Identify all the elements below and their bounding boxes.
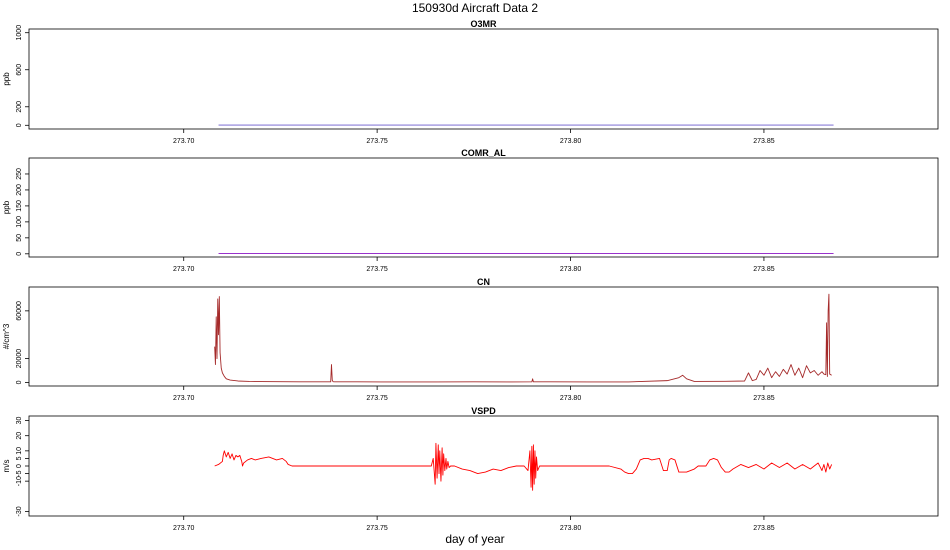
y-axis-label: ppb [2,200,11,214]
y-tick-label: 100 [16,216,23,228]
y-tick-label: 20 [16,432,23,440]
y-tick-label: 200 [16,101,23,113]
y-tick-label: 150 [16,200,23,212]
plot-frame [28,415,939,517]
panel-3: CN #/cm^3 273.70 273.75 273.80 273.85 0 20000 60… [2,277,939,402]
y-tick-label: -5 [16,470,23,476]
y-axis-label: #/cm^3 [2,323,11,349]
y-tick-label: 250 [16,168,23,180]
y-tick-label: 50 [16,234,23,242]
x-tick-label: 273.85 [753,266,775,273]
y-tick-label: 30 [16,417,23,425]
x-tick-label: 273.85 [753,525,775,532]
x-tick-label: 273.80 [560,395,582,402]
y-tick-label: 600 [16,64,23,76]
y-axis-label: ppb [2,72,11,86]
y-tick-label: 10 [16,447,23,455]
y-axis-label: m/s [2,460,11,473]
x-tick-label: 273.75 [366,138,388,145]
y-tick-label: 0 [16,464,23,468]
x-tick-label: 273.85 [753,395,775,402]
y-tick-label: 0 [16,123,23,127]
series-line-1 [214,293,832,383]
x-tick-label: 273.80 [560,138,582,145]
y-tick-label: 0 [16,380,23,384]
y-tick-label: 5 [16,456,23,460]
y-tick-label: 0 [16,252,23,256]
y-tick-label: 1000 [16,25,23,41]
plot-frame [28,286,939,387]
x-tick-label: 273.70 [173,138,195,145]
x-tick-label: 273.85 [753,138,775,145]
panel-4: VSPD m/s 273.70 273.75 273.80 273.85 -30 -10-5 0… [2,406,939,532]
y-tick-label: 60000 [16,301,23,321]
x-tick-label: 273.70 [173,525,195,532]
x-tick-label: 273.70 [173,266,195,273]
x-tick-label: 273.80 [560,266,582,273]
panel-title: VSPD [471,406,496,416]
x-tick-label: 273.70 [173,395,195,402]
x-axis-label: day of year [445,532,504,546]
y-tick-label: 20000 [16,349,23,369]
plot-frame [28,28,939,130]
plot-frame [28,157,939,258]
series-line-1 [214,442,833,491]
x-tick-label: 273.75 [366,395,388,402]
panel-1: O3MR ppb 273.70 273.75 273.80 273.85 0 200 600 10… [2,19,939,145]
y-tick-label: -10 [16,476,23,486]
y-tick-label: -30 [16,506,23,516]
figure-title: 150930d Aircraft Data 2 [412,1,538,15]
x-tick-label: 273.75 [366,525,388,532]
panel-title: O3MR [470,19,497,29]
x-tick-label: 273.75 [366,266,388,273]
panel-title: CN [477,277,490,287]
x-tick-label: 273.80 [560,525,582,532]
panel-title: COMR_AL [461,148,506,158]
y-tick-label: 200 [16,184,23,196]
